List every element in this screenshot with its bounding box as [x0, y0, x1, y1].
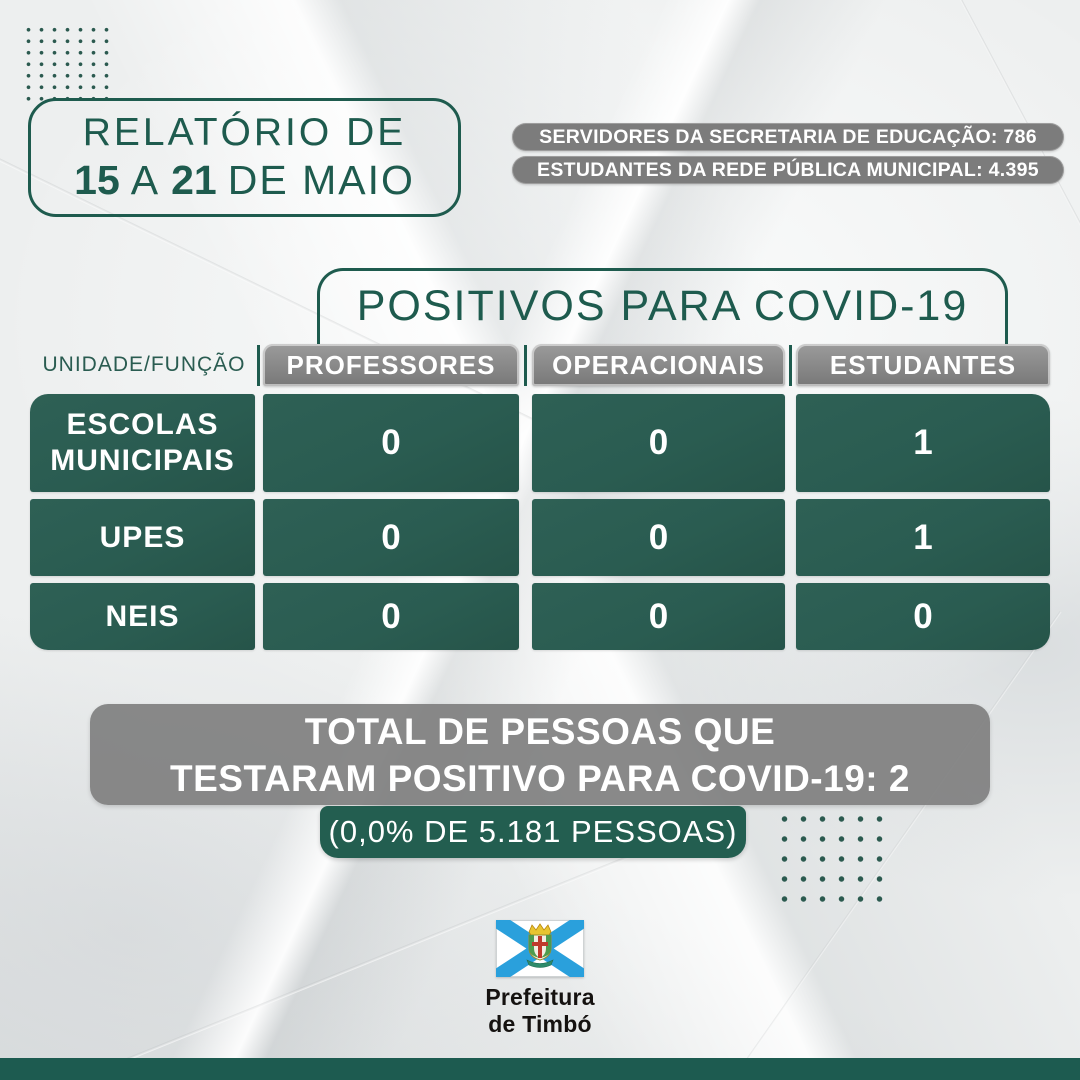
cell-upes-estudantes: 1	[796, 499, 1050, 576]
students-badge: ESTUDANTES DA REDE PÚBLICA MUNICIPAL: 4.…	[512, 156, 1064, 184]
cell-upes-professores: 0	[263, 499, 519, 576]
servers-badge: SERVIDORES DA SECRETARIA DE EDUCAÇÃO: 78…	[512, 123, 1064, 151]
timbo-flag-icon	[496, 920, 584, 977]
cell-upes-operacionais: 0	[532, 499, 785, 576]
total-line2: TESTARAM POSITIVO PARA COVID-19: 2	[170, 757, 910, 799]
population-badges: SERVIDORES DA SECRETARIA DE EDUCAÇÃO: 78…	[512, 123, 1064, 184]
report-date-range: 15 A 21 DE MAIO	[74, 157, 415, 204]
coat-of-arms	[526, 923, 554, 968]
cell-escolas-estudantes: 1	[796, 394, 1050, 492]
total-line1: TOTAL DE PESSOAS QUE	[304, 710, 776, 752]
date-to: 21	[171, 157, 217, 203]
org-name-line1: Prefeitura	[485, 984, 595, 1010]
org-name: Prefeitura de Timbó	[485, 984, 594, 1038]
cell-neis-operacionais: 0	[532, 583, 785, 650]
report-period-box: RELATÓRIO DE 15 A 21 DE MAIO	[28, 98, 461, 217]
bottom-bar	[0, 1058, 1080, 1080]
dot-pattern-top-left	[20, 22, 113, 102]
cell-escolas-operacionais: 0	[532, 394, 785, 492]
column-header-professores: PROFESSORES	[263, 344, 519, 386]
header-divider	[257, 345, 260, 386]
cell-neis-professores: 0	[263, 583, 519, 650]
table-corner-label: UNIDADE/FUNÇÃO	[42, 353, 246, 376]
row-label-escolas-municipais: ESCOLAS MUNICIPAIS	[30, 394, 255, 492]
date-from: 15	[74, 157, 120, 203]
percentage-box: (0,0% DE 5.181 PESSOAS)	[320, 806, 746, 858]
column-header-operacionais: OPERACIONAIS	[532, 344, 785, 386]
header-divider	[789, 345, 792, 386]
table-title: POSITIVOS PARA COVID-19	[356, 282, 969, 330]
prefeitura-logo: Prefeitura de Timbó	[440, 920, 640, 1038]
table-title-box: POSITIVOS PARA COVID-19	[317, 268, 1008, 348]
date-suffix: DE MAIO	[227, 157, 415, 203]
row-label-upes: UPES	[30, 499, 255, 576]
org-name-line2: de Timbó	[488, 1011, 592, 1037]
report-title: RELATÓRIO DE	[82, 111, 407, 154]
date-separator: A	[130, 157, 161, 203]
cell-neis-estudantes: 0	[796, 583, 1050, 650]
header-divider	[524, 345, 527, 386]
row-label-neis: NEIS	[30, 583, 255, 650]
cell-escolas-professores: 0	[263, 394, 519, 492]
dot-pattern-right	[773, 807, 885, 913]
column-header-estudantes: ESTUDANTES	[796, 344, 1050, 386]
total-box: TOTAL DE PESSOAS QUE TESTARAM POSITIVO P…	[90, 704, 990, 805]
